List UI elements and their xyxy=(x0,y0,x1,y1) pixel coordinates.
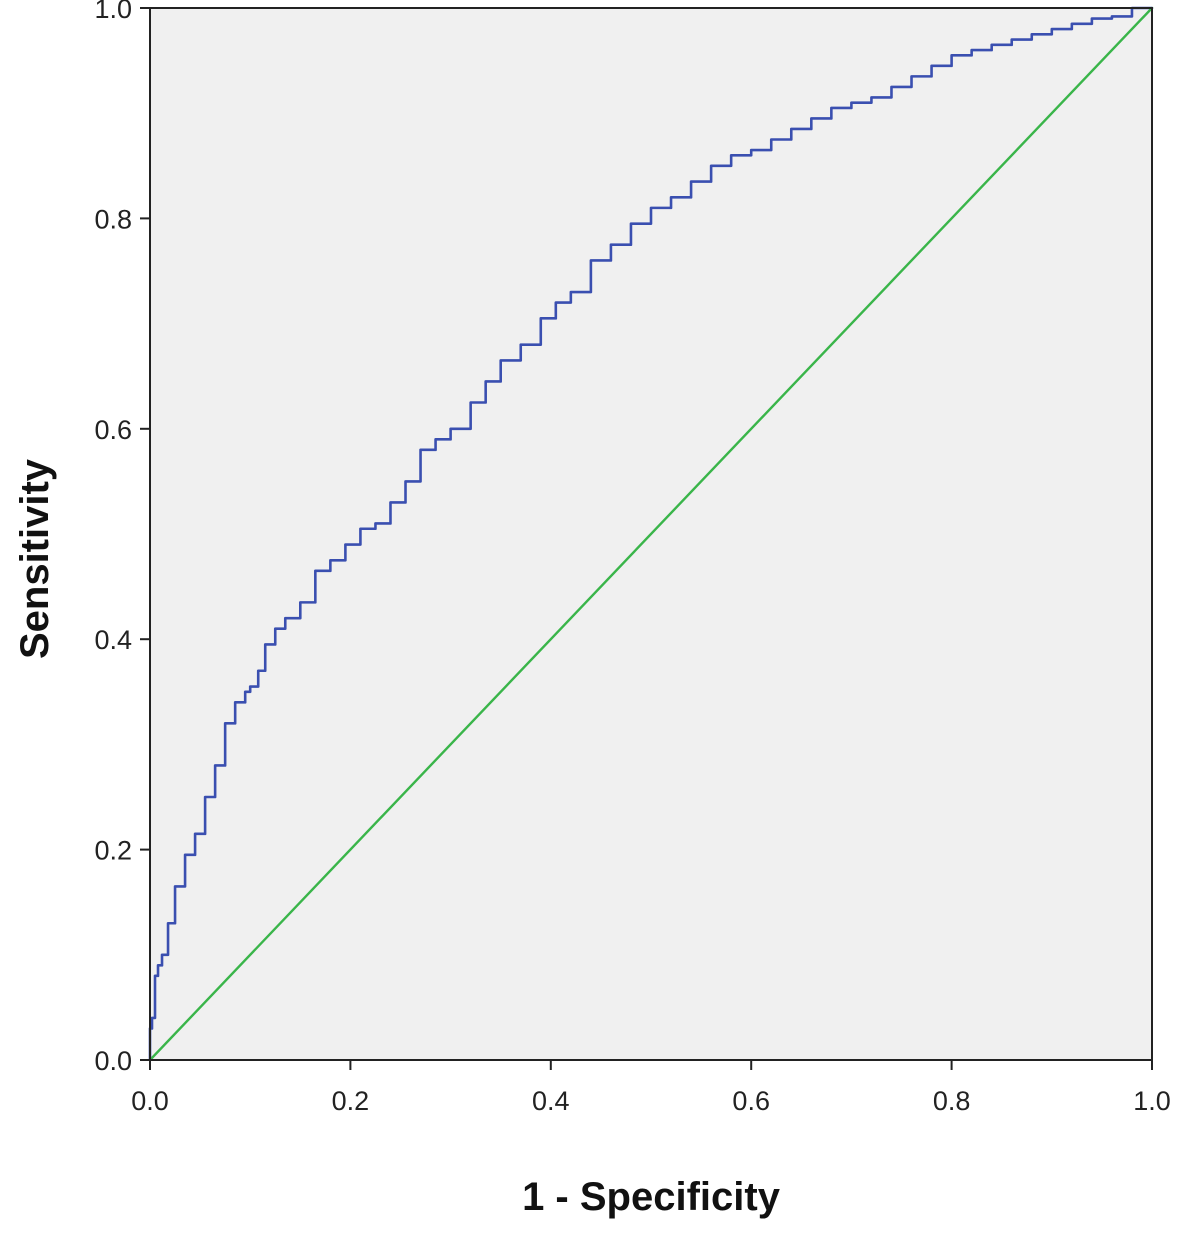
x-tick-label: 0.4 xyxy=(532,1086,570,1116)
y-tick-label: 0.2 xyxy=(94,836,132,866)
y-tick-label: 0.4 xyxy=(94,625,132,655)
x-axis-title: 1 - Specificity xyxy=(522,1175,781,1219)
x-tick-label: 0.2 xyxy=(332,1086,370,1116)
x-tick-label: 0.6 xyxy=(732,1086,770,1116)
x-tick-label: 1.0 xyxy=(1133,1086,1171,1116)
x-tick-label: 0.0 xyxy=(131,1086,169,1116)
y-axis-title: Sensitivity xyxy=(13,458,57,659)
y-tick-label: 0.6 xyxy=(94,415,132,445)
plot-frame xyxy=(149,7,1153,1061)
roc-curve-line xyxy=(148,6,1154,1062)
y-tick-label: 0.8 xyxy=(94,204,132,234)
y-tick-label: 1.0 xyxy=(94,0,132,24)
reference-diagonal-line xyxy=(148,6,1154,1062)
y-tick-label: 0.0 xyxy=(94,1046,132,1076)
x-tick-label: 0.8 xyxy=(933,1086,971,1116)
